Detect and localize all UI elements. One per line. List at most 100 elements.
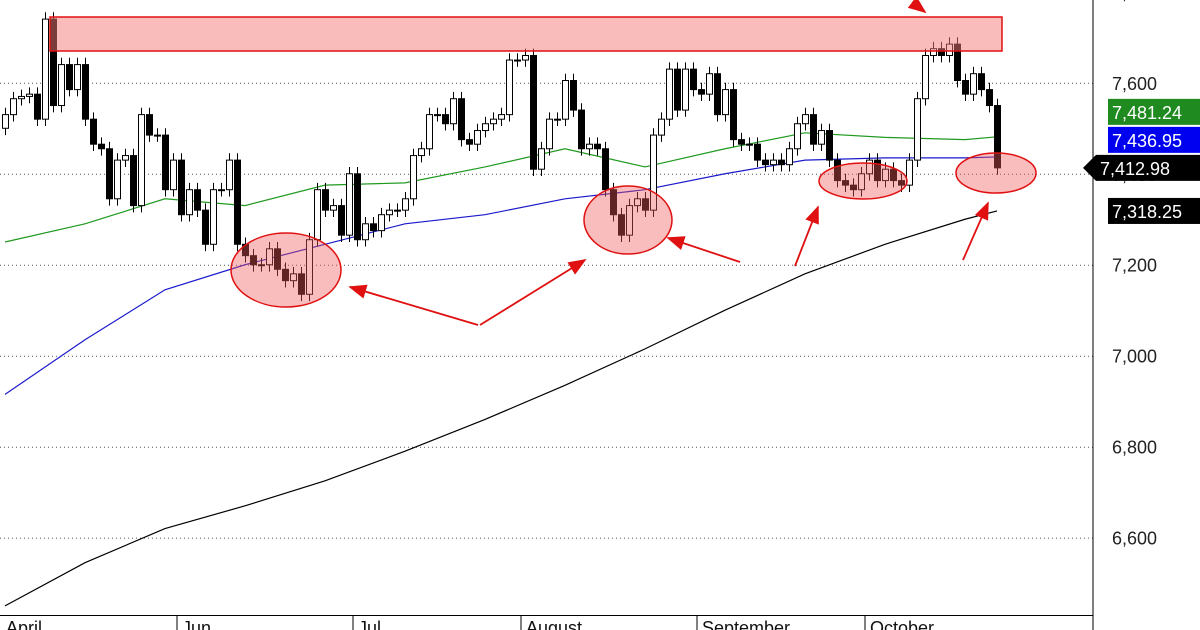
candle-body	[234, 159, 241, 245]
candle-body	[34, 93, 41, 120]
candle-body	[122, 155, 129, 161]
candle-body	[570, 80, 577, 111]
price-tag-label: 7,436.95	[1112, 131, 1182, 151]
candle-body	[874, 159, 881, 182]
candle-body	[866, 159, 873, 175]
candle-body	[882, 168, 889, 182]
candle-body	[98, 143, 105, 150]
candle-body	[138, 114, 145, 207]
x-tick-label: September	[702, 618, 790, 630]
y-tick-label: 6,600	[1112, 529, 1157, 549]
candle-body	[722, 89, 729, 116]
candle-body	[186, 189, 193, 216]
price-tag	[1083, 154, 1200, 181]
candle-body	[690, 68, 697, 91]
candle-body	[522, 54, 529, 61]
price-tag-label: 7,412.98	[1100, 159, 1170, 179]
y-tick-label: 7,600	[1112, 74, 1157, 94]
candle-body	[922, 54, 929, 100]
candle-body	[322, 189, 329, 211]
candle-body	[194, 189, 201, 211]
highlight-circle	[955, 152, 1037, 194]
candle-body	[434, 114, 441, 117]
candle-body	[650, 134, 657, 211]
candle-body	[18, 95, 25, 100]
highlight-circle	[230, 232, 342, 308]
arrow	[348, 284, 479, 326]
x-tick-label: August	[526, 618, 582, 630]
annotations	[49, 0, 1037, 326]
price-tag	[1108, 197, 1200, 224]
candle-body	[306, 239, 313, 295]
candle-body	[330, 205, 337, 211]
candle-body	[154, 134, 161, 137]
price-tags: 7,481.24 7,436.95 7,412.98 7,318.25	[1083, 98, 1200, 224]
candle-body	[386, 209, 393, 216]
candle-body	[114, 159, 121, 200]
candle-body	[90, 118, 97, 145]
candle-body	[218, 189, 225, 192]
highlight-circle	[818, 162, 908, 200]
candle-body	[10, 98, 17, 116]
moving-average-line	[4, 156, 998, 395]
candle-body	[850, 184, 857, 191]
candle-body	[370, 223, 377, 232]
candle-body	[578, 109, 585, 150]
y-tick-label: 7,800	[1112, 0, 1157, 3]
candle-body	[42, 18, 49, 120]
candle-body	[250, 255, 257, 266]
candle-body	[474, 130, 481, 145]
candle-body	[458, 98, 465, 141]
candle-body	[770, 159, 777, 166]
candle-body	[970, 73, 977, 95]
candle-body	[562, 80, 569, 120]
candle-body	[890, 168, 897, 182]
candle-body	[602, 148, 609, 191]
candle-body	[426, 114, 433, 150]
candle-body	[698, 89, 705, 95]
candle-body	[226, 159, 233, 191]
candle-body	[282, 268, 289, 282]
candle-body	[58, 64, 65, 107]
candle-body	[810, 114, 817, 145]
candle-body	[202, 209, 209, 245]
candle-body	[962, 80, 969, 95]
candle-body	[74, 64, 81, 91]
candle-body	[994, 105, 1001, 169]
candle-body	[274, 248, 281, 270]
y-tick-label: 7,200	[1112, 256, 1157, 276]
resistance-zone	[49, 16, 1003, 52]
candle-body	[978, 73, 985, 91]
candle-body	[402, 198, 409, 211]
candle-body	[170, 159, 177, 191]
candle-body	[794, 123, 801, 150]
candle-body	[130, 155, 137, 207]
y-tick-label: 6,800	[1112, 438, 1157, 458]
candle-body	[314, 189, 321, 241]
candle-body	[290, 273, 297, 282]
candle-body	[546, 118, 553, 150]
arrows	[348, 0, 989, 326]
candle-body	[298, 273, 305, 295]
candle-body	[442, 114, 449, 125]
candles	[2, 12, 1001, 302]
arrow	[907, 0, 927, 14]
candle-body	[986, 89, 993, 107]
candle-body	[642, 198, 649, 211]
candle-body	[266, 248, 273, 266]
candle-body	[818, 130, 825, 145]
candle-body	[362, 223, 369, 241]
candle-body	[506, 59, 513, 116]
candle-body	[914, 98, 921, 161]
candle-body	[178, 159, 185, 216]
axes: 6,6006,8007,0007,2007,4007,6007,800April…	[0, 0, 1157, 630]
candle-body	[410, 155, 417, 200]
candle-body	[482, 123, 489, 132]
candle-body	[26, 93, 33, 97]
x-tick-label: Jul	[358, 618, 381, 630]
candle-body	[858, 173, 865, 191]
candle-body	[354, 173, 361, 241]
candle-body	[706, 73, 713, 95]
